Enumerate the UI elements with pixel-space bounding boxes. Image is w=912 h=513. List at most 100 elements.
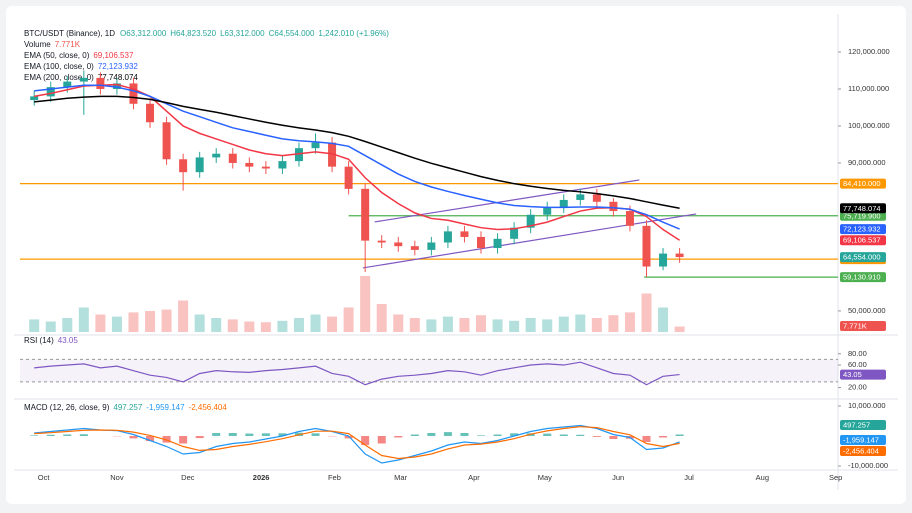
histogram-bar: [460, 433, 469, 436]
candle-body: [625, 211, 634, 226]
volume-bar: [293, 318, 304, 332]
histogram-bar: [642, 436, 651, 442]
y-tick-label: 60.00: [848, 360, 867, 369]
x-tick-label: Feb: [328, 473, 341, 482]
histogram-bar: [576, 434, 585, 436]
candle-body: [559, 199, 568, 208]
histogram-bar: [410, 434, 419, 436]
panel: [6, 6, 906, 504]
candle-body: [526, 214, 535, 228]
histogram-bar: [63, 434, 72, 436]
volume-bar: [525, 318, 536, 332]
volume-bar: [45, 321, 56, 332]
y-tick-label: -10,000.000: [848, 461, 888, 470]
x-tick-label: Oct: [38, 473, 51, 482]
trend-line: [362, 213, 697, 269]
volume-bar: [442, 316, 453, 332]
volume-bar: [575, 314, 586, 332]
macd-value-label: -2,456.404: [843, 446, 879, 455]
rsi-value-label-bg: [840, 369, 886, 380]
histogram-bar: [245, 433, 254, 436]
volume-bar: [178, 300, 189, 332]
volume-bar: [62, 318, 73, 332]
macd-line: [34, 424, 680, 464]
histogram-bar: [146, 436, 155, 442]
y-tick-label: 90,000.000: [848, 158, 886, 167]
x-tick-label: Nov: [110, 473, 124, 482]
volume-value-label: 7.771K: [843, 321, 867, 330]
volume-bar: [343, 307, 354, 332]
y-tick-label: 50,000.000: [848, 306, 886, 315]
level-label: 59,130.910: [843, 273, 881, 282]
x-tick-label: Apr: [468, 473, 480, 482]
volume-bar: [608, 315, 619, 332]
x-tick-label: 2026: [253, 473, 270, 482]
legend-name: RSI (14): [24, 336, 54, 345]
ema-value-label: 69,106.537: [843, 236, 881, 245]
volume-bar: [641, 293, 652, 332]
histogram-bar: [261, 433, 270, 436]
candle-body: [96, 77, 105, 89]
volume-bar: [29, 319, 40, 332]
quote: 1,242.010 (+1.96%): [318, 29, 389, 38]
histogram-bar: [659, 436, 668, 438]
histogram-bar: [30, 435, 39, 436]
macd-line: [34, 426, 680, 460]
histogram-bar: [427, 433, 436, 436]
x-tick-label: Jun: [612, 473, 624, 482]
candle-body: [377, 240, 386, 243]
volume-bar: [376, 304, 387, 332]
candle-body: [642, 225, 651, 267]
candle-body: [146, 103, 155, 123]
level-label-bg: [840, 178, 886, 189]
histogram-bar: [46, 434, 55, 436]
candle-body: [79, 77, 88, 82]
ema-line: [34, 95, 680, 210]
candle-body: [543, 207, 552, 215]
legend-value: 7.771K: [55, 40, 81, 49]
ema-value-label-bg: [840, 235, 886, 246]
candle-body: [510, 227, 519, 239]
histogram-bar: [311, 433, 320, 436]
candle-body: [46, 87, 55, 97]
ema-value-label: 77,748.074: [843, 204, 881, 213]
volume-bar: [244, 321, 255, 332]
candle-body: [659, 253, 668, 267]
candle-body: [162, 122, 171, 160]
legend-name: EMA (50, close, 0): [24, 51, 90, 60]
histogram-bar: [675, 434, 684, 436]
volume-bar: [658, 307, 669, 332]
rsi-band: [20, 359, 838, 382]
volume-value-label-bg: [840, 321, 886, 331]
volume-bar: [674, 326, 685, 332]
histogram-bar: [592, 436, 601, 437]
legend-value: 77,748.074: [98, 73, 139, 82]
y-tick-label: 100,000.000: [848, 121, 890, 130]
legend-name: MACD (12, 26, close, 9): [24, 403, 110, 412]
candle-body: [609, 201, 618, 212]
histogram-bar: [510, 433, 519, 436]
candle-body: [427, 242, 436, 250]
volume-bar: [260, 322, 271, 332]
ema-legend: EMA (50, close, 0) 69,106.537: [24, 51, 134, 60]
ema-value-label-bg: [840, 203, 886, 214]
header: BTC/USDT (Binance), 1D O63,312.000 H64,823…: [24, 29, 389, 38]
candle-body: [30, 96, 39, 101]
legend-value: 497.257: [113, 403, 142, 412]
volume-bar: [327, 316, 338, 332]
y-tick-label: 10,000.000: [848, 401, 886, 410]
x-tick-label: Dec: [181, 473, 195, 482]
symbol-title: BTC/USDT (Binance), 1D: [24, 29, 115, 38]
rsi-value-label: 43.05: [843, 370, 862, 379]
volume-bar: [78, 307, 89, 332]
histogram-value-label: 497.257: [843, 420, 870, 429]
volume-bar: [161, 309, 172, 332]
histogram-bar: [212, 433, 221, 436]
volume-bar: [459, 318, 470, 332]
volume-bar: [624, 312, 635, 332]
candle-body: [294, 148, 303, 162]
histogram-bar: [493, 434, 502, 436]
candle-body: [344, 166, 353, 189]
histogram-bar: [344, 436, 353, 439]
